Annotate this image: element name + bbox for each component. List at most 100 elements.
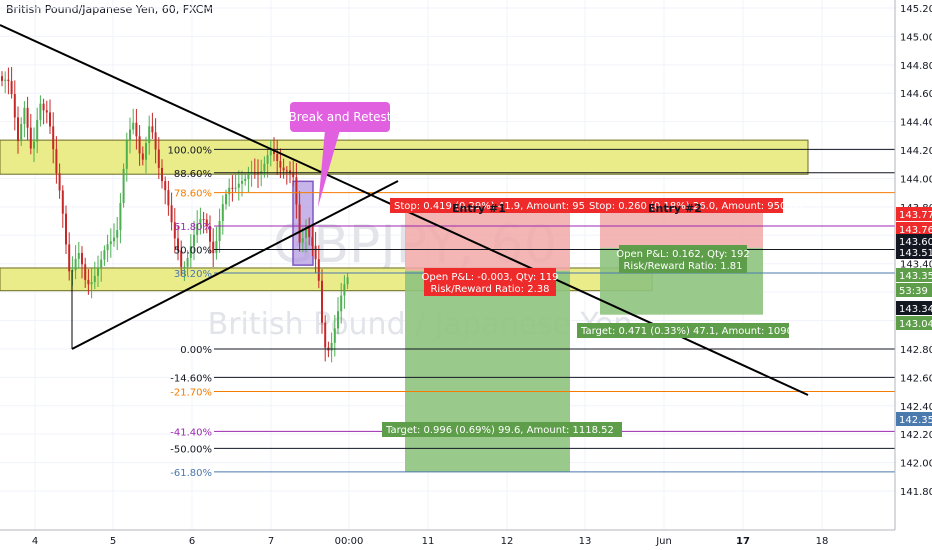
candle-body xyxy=(212,241,215,254)
candle-body xyxy=(141,153,144,160)
candle-body xyxy=(237,183,240,188)
candle-body xyxy=(308,225,311,238)
candle-body xyxy=(205,219,208,227)
callout-box xyxy=(290,102,390,132)
price-marker-label: 143.041 xyxy=(899,319,932,330)
candle-body xyxy=(273,150,275,154)
candle-body xyxy=(247,174,250,179)
candle-body xyxy=(209,226,211,242)
candle-body xyxy=(122,168,125,204)
candle-body xyxy=(164,181,167,191)
candle-body xyxy=(244,178,247,181)
position-2-target-label-bg xyxy=(577,323,789,338)
candle-body xyxy=(26,107,29,128)
candle-body xyxy=(148,126,151,144)
position-2-pnl-label: Open P&L: 0.162, Qty: 192 xyxy=(616,249,749,260)
position-1-stop-label: Stop: 0.419 (0.29%) 41.9, Amount: 950.14 xyxy=(394,201,607,212)
candle-body xyxy=(58,173,61,191)
candle-body xyxy=(257,173,259,175)
candle-body xyxy=(116,230,119,238)
candle-body xyxy=(321,280,323,323)
time-tick-label: 18 xyxy=(816,536,829,547)
price-tick-label: 144.600 xyxy=(900,89,932,100)
price-tick-label: 142.000 xyxy=(900,459,932,470)
price-marker-label: 142.351 xyxy=(899,415,932,426)
candle-body xyxy=(138,136,141,154)
candle-body xyxy=(113,237,115,242)
time-tick-label: Jun xyxy=(655,536,672,547)
time-tick-label: 13 xyxy=(579,536,592,547)
candle-body xyxy=(135,122,138,137)
position-1-pnl-bg xyxy=(424,268,556,296)
candle-body xyxy=(74,258,77,271)
price-marker-label: 143.347 xyxy=(899,304,932,315)
price-tick-label: 142.600 xyxy=(900,373,932,384)
time-tick-label: 5 xyxy=(110,536,116,547)
candle-body xyxy=(106,244,109,251)
price-tick-label: 142.400 xyxy=(900,402,932,413)
candle-body xyxy=(231,187,234,189)
position-2-stop-label-bg xyxy=(585,198,783,213)
price-marker-label: 143.512 xyxy=(899,248,932,259)
candle-body xyxy=(199,219,202,225)
candle-body xyxy=(103,250,106,260)
candle-body xyxy=(100,259,103,268)
break-box xyxy=(292,180,314,266)
candle-body xyxy=(129,129,131,141)
candle-body xyxy=(228,187,231,195)
candle-body xyxy=(301,238,304,243)
time-tick-label: 11 xyxy=(422,536,435,547)
fib-label: -14.60% xyxy=(170,373,212,384)
fib-label: -61.80% xyxy=(170,468,212,479)
candle-body xyxy=(189,245,192,259)
candle-body xyxy=(119,203,122,231)
candle-body xyxy=(193,234,195,246)
candle-body xyxy=(337,311,339,329)
price-marker-bg xyxy=(896,283,932,297)
chart-title: British Pound/Japanese Yen, 60, FXCM xyxy=(6,3,213,16)
candle-body xyxy=(29,127,32,149)
time-tick-label: 17 xyxy=(736,536,750,547)
price-axis: 145.200 145.000 144.800 144.600 144.400 144.2… xyxy=(894,0,932,530)
candle-body xyxy=(186,258,189,267)
candle-body xyxy=(81,253,83,265)
price-marker-bg xyxy=(896,234,932,248)
candle-body xyxy=(314,245,317,260)
price-marker-bg xyxy=(896,301,932,315)
candle-body xyxy=(49,112,51,127)
position-2-rr-label: Risk/Reward Ratio: 1.81 xyxy=(623,261,742,272)
candle-body xyxy=(4,79,7,81)
candle-body xyxy=(324,322,327,348)
fib-label: 38.20% xyxy=(174,269,212,280)
trendline-up xyxy=(71,180,399,350)
candle-body xyxy=(311,237,314,246)
candle-body xyxy=(298,204,301,243)
time-tick-label: 12 xyxy=(501,536,514,547)
position-2-stop-zone xyxy=(600,210,763,248)
candle-body xyxy=(285,170,288,172)
candle-body xyxy=(221,204,224,222)
fib-label: 0.00% xyxy=(180,345,212,356)
price-tick-label: 142.200 xyxy=(900,430,932,441)
candle-body xyxy=(39,103,42,120)
price-marker-bg xyxy=(896,316,932,330)
price-marker-label: 143.600 xyxy=(899,237,932,248)
candle-body xyxy=(202,219,205,221)
drawing-fills xyxy=(0,139,809,472)
price-marker-label: 143.350 xyxy=(899,271,932,282)
candle-body xyxy=(343,284,346,296)
candle-body xyxy=(132,122,135,130)
candle-body xyxy=(234,187,237,189)
price-tick-label: 142.800 xyxy=(900,345,932,356)
candle-body xyxy=(125,140,128,169)
candle-body xyxy=(346,277,349,285)
position-2-target-label: Target: 0.471 (0.33%) 47.1, Amount: 1090… xyxy=(580,326,809,337)
candle-body xyxy=(55,149,58,174)
position-1-stop-label-bg xyxy=(390,198,588,213)
candle-body xyxy=(77,253,80,259)
resistance-zone xyxy=(0,139,809,175)
fib-label: -50.00% xyxy=(170,444,212,455)
fib-label: -21.70% xyxy=(170,388,212,399)
position-2-pnl-bg xyxy=(619,245,747,273)
